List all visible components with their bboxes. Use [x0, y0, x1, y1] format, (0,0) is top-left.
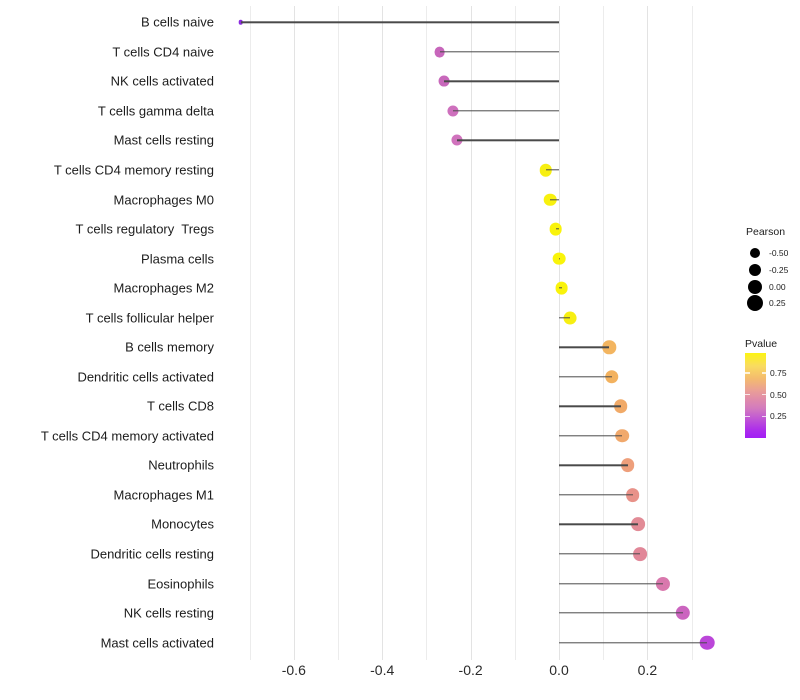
legend-size-item: 0.25	[745, 295, 800, 312]
legend-size-label: 0.25	[769, 298, 786, 309]
lollipop-point	[615, 429, 629, 443]
lollipop-stem	[559, 346, 610, 348]
legend-size-dot	[749, 263, 761, 276]
y-axis-label: NK cells activated	[110, 73, 214, 89]
colorbar-tick	[761, 393, 766, 396]
y-axis-label: Mast cells activated	[100, 635, 214, 650]
lollipop-point	[699, 635, 715, 650]
y-axis-label: T cells gamma delta	[97, 103, 214, 119]
gridline-x--0.3	[426, 6, 428, 660]
y-axis-label: Monocytes	[151, 516, 214, 532]
y-axis-label: T cells CD4 naive	[112, 44, 214, 60]
lollipop-stem	[559, 553, 640, 555]
gridline-x-0.2	[647, 6, 649, 660]
y-axis-label: Dendritic cells activated	[77, 369, 214, 385]
lollipop-stem	[550, 198, 559, 201]
y-axis-label: Eosinophils	[147, 576, 215, 591]
lollipop-stem	[559, 641, 708, 644]
legend-size-item: 0.00	[745, 278, 800, 295]
x-axis-tick-label: 0.2	[637, 662, 658, 678]
legend-size-dot	[750, 248, 760, 258]
colorbar-tick-label: 0.50	[770, 389, 787, 400]
y-axis-label: T cells CD8	[147, 398, 214, 414]
gridline-x--0.6	[293, 6, 295, 660]
lollipop-point	[675, 605, 690, 621]
colorbar-tick	[745, 393, 750, 396]
y-axis-label: T cells CD4 memory resting	[53, 162, 214, 178]
lollipop-stem	[555, 228, 559, 230]
legend-size-label: -0.50	[769, 247, 789, 258]
x-axis-tick-label: -0.2	[458, 662, 483, 678]
y-axis-label: Macrophages M1	[113, 487, 214, 503]
x-axis-tick-label: -0.4	[370, 662, 395, 678]
lollipop-point	[632, 546, 647, 561]
lollipop-stem	[559, 375, 612, 378]
x-axis-tick-label: -0.6	[281, 662, 306, 678]
lollipop-point	[655, 576, 670, 591]
y-axis-label: Macrophages M0	[113, 192, 214, 207]
colorbar-tick-label: 0.25	[770, 411, 787, 422]
gridline-x-0.3	[691, 6, 693, 660]
lollipop-stem	[559, 494, 633, 496]
gridline-x--0.7	[249, 6, 251, 660]
lollipop-stem	[559, 287, 562, 289]
y-axis-label: Neutrophils	[148, 457, 214, 473]
colorbar-tick-label: 0.75	[770, 367, 787, 378]
y-axis-label: Dendritic cells resting	[90, 546, 214, 562]
lollipop-stem	[559, 435, 623, 437]
pvalue-colorbar	[745, 353, 766, 438]
y-axis-label: T cells regulatory Tregs	[75, 221, 214, 237]
lollipop-stem	[559, 582, 663, 585]
lollipop-stem	[444, 80, 559, 83]
legend-size-dot	[747, 295, 763, 312]
gridline-x-0	[559, 6, 560, 660]
lollipop-point	[563, 311, 577, 325]
colorbar-tick	[761, 372, 766, 374]
colorbar-tick	[745, 415, 750, 417]
y-axis-label: Plasma cells	[141, 251, 214, 267]
y-axis-label: B cells memory	[125, 339, 214, 355]
lollipop-point	[614, 399, 628, 414]
y-axis-label: Macrophages M2	[113, 280, 214, 296]
lollipop-stem	[559, 257, 560, 260]
lollipop-stem	[240, 21, 559, 23]
lollipop-point	[602, 340, 617, 354]
lollipop-point	[631, 517, 645, 532]
x-axis-tick-label: 0.0	[549, 662, 569, 678]
legend-size-dot	[748, 279, 762, 294]
legend-size-item: -0.50	[745, 245, 800, 262]
lollipop-point	[604, 369, 619, 384]
colorbar-tick	[745, 372, 750, 374]
legend-pvalue-title: Pvalue	[745, 338, 778, 350]
lollipop-stem	[559, 405, 621, 407]
gridline-x--0.2	[470, 6, 472, 660]
y-axis-label: NK cells resting	[123, 605, 214, 621]
lollipop-stem	[545, 169, 559, 171]
legend-pearson-title: Pearson	[746, 226, 786, 238]
y-axis-label: B cells naive	[141, 14, 214, 30]
gridline-x--0.1	[514, 6, 516, 660]
y-axis-label: Mast cells resting	[113, 132, 214, 148]
lollipop-stem	[439, 51, 559, 53]
gridline-x--0.5	[338, 6, 339, 660]
lollipop-stem	[559, 316, 570, 319]
lollipop-point	[625, 488, 640, 502]
y-axis-label: T cells follicular helper	[85, 310, 214, 326]
lollipop-stem	[559, 523, 639, 526]
y-axis-label: T cells CD4 memory activated	[40, 428, 214, 444]
lollipop-stem	[452, 110, 559, 112]
lollipop-stem	[457, 139, 559, 142]
gridline-x--0.4	[382, 6, 384, 660]
lollipop-stem	[559, 612, 683, 614]
gridline-x-0.1	[603, 6, 605, 660]
colorbar-tick	[761, 415, 766, 417]
lollipop-point	[555, 281, 569, 295]
lollipop-point	[620, 458, 635, 473]
lollipop-stem	[559, 464, 628, 466]
legend-size-label: -0.25	[769, 264, 789, 275]
legend-size-label: 0.00	[769, 281, 786, 292]
legend-size-item: -0.25	[745, 261, 800, 278]
